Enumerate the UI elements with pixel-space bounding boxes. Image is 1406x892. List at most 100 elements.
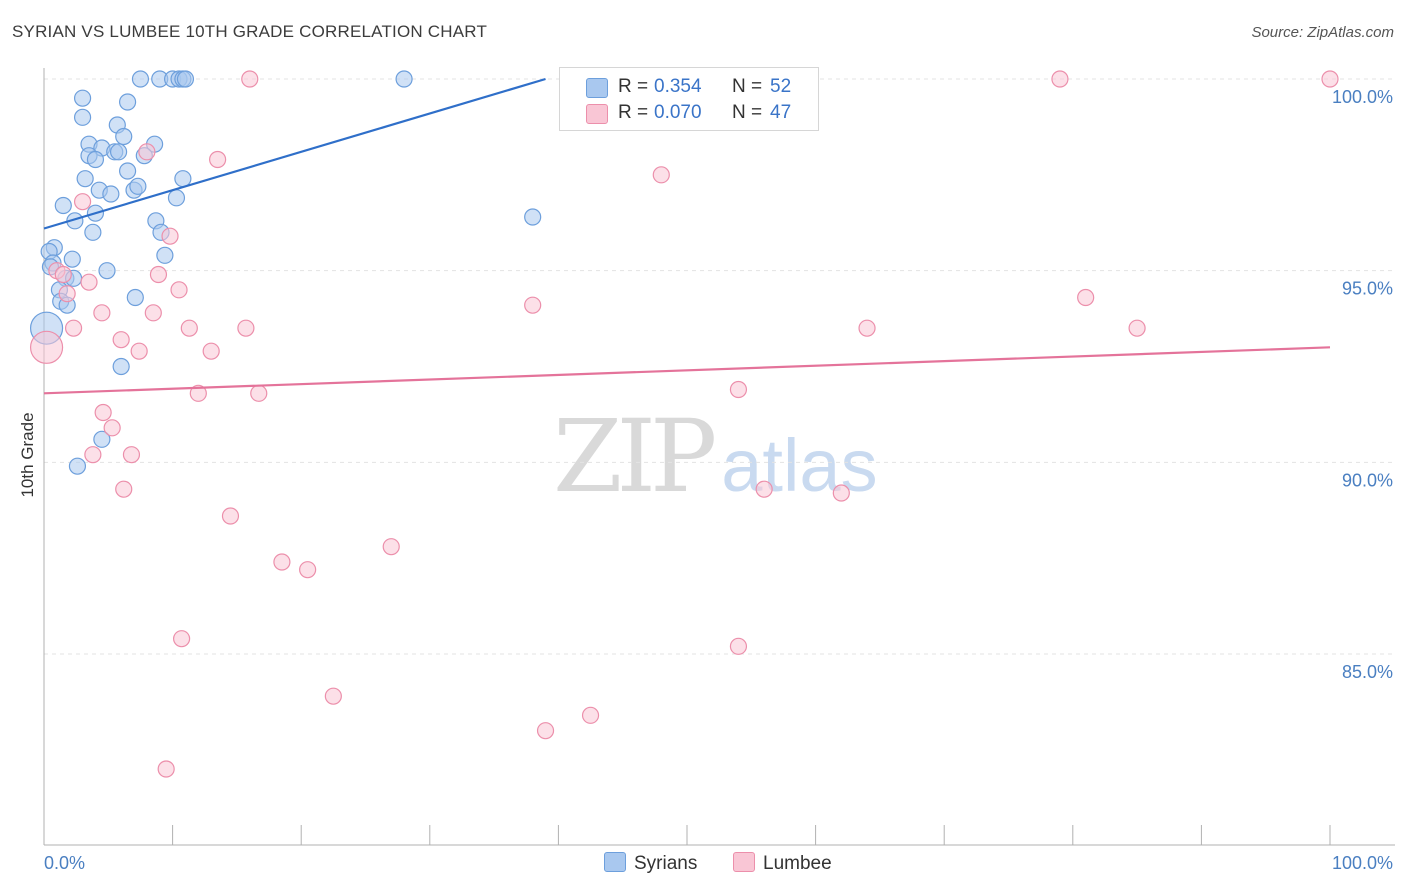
trend-lines xyxy=(43,77,1331,395)
syrians-point xyxy=(109,143,128,161)
syrians-trend-line xyxy=(43,77,546,230)
lumbee-point xyxy=(112,331,130,349)
lumbee-point xyxy=(202,342,220,360)
legend-swatch-lumbee xyxy=(586,104,608,124)
lumbee-trend-line xyxy=(43,346,1331,395)
lumbee-point xyxy=(536,722,555,740)
legend-r-label: R = xyxy=(618,76,649,97)
x-tick-label: 0.0% xyxy=(44,853,85,873)
lumbee-point xyxy=(729,637,748,655)
lumbee-point xyxy=(209,150,227,169)
bottom-legend-syrians: Syrians xyxy=(604,852,697,875)
lumbee-point xyxy=(1321,70,1339,88)
legend-swatch-syrians xyxy=(586,78,608,98)
source-label: Source: ZipAtlas.com xyxy=(1251,24,1394,41)
legend-n-label: N = xyxy=(732,76,763,97)
lumbee-point xyxy=(103,419,121,437)
chart-title: SYRIAN VS LUMBEE 10TH GRADE CORRELATION … xyxy=(12,22,488,41)
lumbee-point xyxy=(250,384,268,402)
lumbee-point xyxy=(58,285,76,303)
bottom-legend-lumbee: Lumbee xyxy=(733,852,832,875)
lumbee-point xyxy=(581,706,600,724)
syrians-point xyxy=(112,357,130,376)
lumbee-point xyxy=(84,446,102,464)
syrians-point xyxy=(131,70,150,88)
x-tick-label: 100.0% xyxy=(1332,853,1393,873)
syrians-point xyxy=(167,189,186,207)
syrians-point xyxy=(98,262,116,280)
lumbee-point xyxy=(524,296,542,314)
syrians-point xyxy=(524,208,542,226)
lumbee-point xyxy=(173,630,191,648)
tick-labels: 85.0% 90.0% 95.0% 100.0% 0.0% 100.0% xyxy=(44,87,1393,873)
lumbee-point xyxy=(324,687,342,705)
lumbee-point xyxy=(161,227,179,245)
syrians-point xyxy=(102,185,120,203)
syrians-point xyxy=(126,288,144,307)
legend-r-value: 0.070 xyxy=(654,102,702,123)
y-tick-label: 100.0% xyxy=(1332,87,1393,107)
syrians-point xyxy=(73,108,92,126)
lumbee-point xyxy=(29,330,64,364)
syrians-point xyxy=(115,127,133,146)
y-tick-label: 90.0% xyxy=(1342,470,1393,490)
syrians-point xyxy=(395,70,413,88)
data-points xyxy=(29,70,1339,778)
lumbee-point xyxy=(122,446,141,464)
grid-lines xyxy=(44,78,1395,655)
axes xyxy=(43,68,1395,846)
lumbee-point xyxy=(180,319,198,337)
lumbee-point xyxy=(115,480,133,498)
watermark: ZIP atlas xyxy=(553,398,878,515)
lumbee-point xyxy=(221,507,240,525)
lumbee-point xyxy=(858,319,876,337)
syrians-point xyxy=(86,150,105,169)
syrians-point xyxy=(73,89,92,107)
bottom-legend-swatch-syrians xyxy=(604,852,626,872)
legend-n-value: 47 xyxy=(770,102,792,123)
lumbee-point xyxy=(273,553,291,571)
syrians-point xyxy=(76,170,94,188)
lumbee-point xyxy=(64,319,83,337)
syrians-point xyxy=(63,250,81,268)
syrians-point xyxy=(118,162,137,180)
lumbee-point xyxy=(80,273,98,291)
lumbee-point xyxy=(73,193,92,211)
watermark-zip: ZIP xyxy=(553,398,717,515)
y-tick-label: 85.0% xyxy=(1342,662,1393,682)
bottom-legend-swatch-lumbee xyxy=(733,852,755,872)
lumbee-point xyxy=(130,342,148,360)
lumbee-point xyxy=(1077,288,1095,307)
syrians-point xyxy=(129,177,147,195)
lumbee-point xyxy=(93,304,111,322)
correlation-legend: R = 0.354 N = 52 R = 0.070 N = 47 xyxy=(559,67,819,131)
lumbee-point xyxy=(729,380,748,399)
lumbee-point xyxy=(157,760,175,778)
legend-n-label: N = xyxy=(732,102,763,123)
lumbee-point xyxy=(241,70,259,88)
lumbee-point xyxy=(149,265,168,284)
syrians-point xyxy=(176,70,195,88)
lumbee-point xyxy=(144,304,162,322)
y-tick-label: 95.0% xyxy=(1342,279,1393,299)
lumbee-point xyxy=(1051,70,1069,88)
syrians-point xyxy=(93,430,111,448)
lumbee-point xyxy=(170,281,188,299)
legend-n-value: 52 xyxy=(770,76,792,97)
lumbee-point xyxy=(755,480,773,498)
lumbee-point xyxy=(652,166,670,184)
syrians-point xyxy=(118,93,137,111)
lumbee-point xyxy=(94,403,112,422)
bottom-legend-label-lumbee: Lumbee xyxy=(763,853,832,874)
watermark-atlas: atlas xyxy=(721,424,878,507)
lumbee-point xyxy=(1128,319,1146,337)
syrians-point xyxy=(174,170,192,188)
syrians-point xyxy=(68,457,87,475)
lumbee-point xyxy=(237,319,255,337)
lumbee-point xyxy=(299,561,317,579)
legend-r-value: 0.354 xyxy=(654,76,702,97)
lumbee-point xyxy=(189,384,207,402)
bottom-legend-label-syrians: Syrians xyxy=(634,853,698,874)
lumbee-point xyxy=(54,265,72,284)
